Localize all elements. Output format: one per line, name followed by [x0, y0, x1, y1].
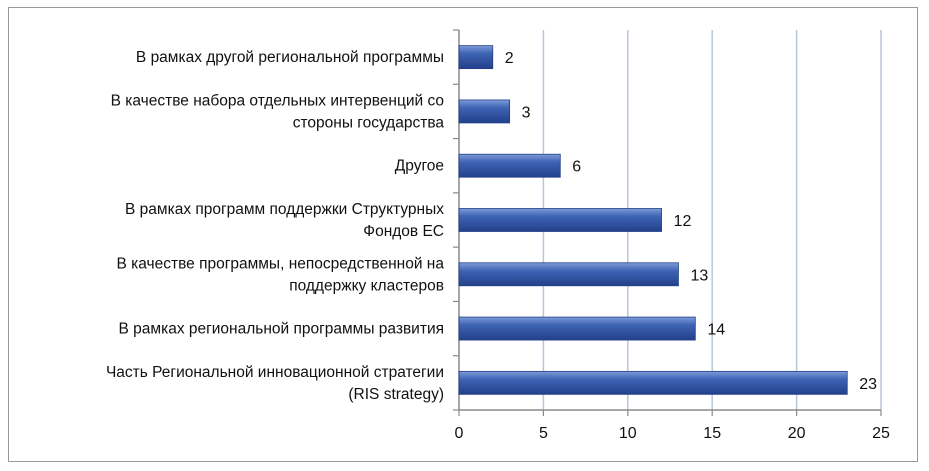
x-tick-label: 0 [455, 425, 464, 442]
data-label: 12 [674, 213, 692, 230]
category-label: В рамках региональной программы развития [119, 321, 444, 338]
category-label: В рамках другой региональной программы [136, 49, 444, 66]
category-label: Другое [395, 158, 444, 175]
x-tick-labels: 0 5 10 15 20 25 [455, 425, 890, 442]
x-tick-label: 5 [539, 425, 548, 442]
category-label: поддержку кластеров [289, 277, 444, 294]
data-label: 23 [859, 376, 877, 393]
category-label: В рамках программ поддержки Структурных [125, 201, 444, 218]
data-label: 6 [572, 159, 581, 176]
bars [458, 45, 848, 395]
x-tick-label: 10 [619, 425, 637, 442]
category-label: Часть Региональной инновационной стратег… [106, 364, 444, 381]
bar [458, 262, 679, 287]
category-label: В качестве набора отдельных интервенций … [111, 92, 444, 109]
data-label: 2 [505, 50, 514, 67]
category-label: стороны государства [293, 114, 445, 131]
x-tick-label: 25 [872, 425, 890, 442]
category-label: Фондов ЕС [363, 223, 444, 240]
x-tick-label: 15 [703, 425, 721, 442]
x-tick-label: 20 [788, 425, 806, 442]
bar [458, 316, 696, 341]
bar [458, 208, 662, 232]
bar [458, 370, 848, 395]
bar [458, 99, 511, 124]
category-label: (RIS strategy) [348, 386, 444, 403]
data-label: 13 [690, 267, 708, 284]
category-label: В качестве программы, непосредственной н… [117, 255, 445, 272]
data-label: 14 [707, 322, 725, 339]
bar [458, 153, 561, 178]
category-labels: В рамках другой региональной программы В … [106, 49, 444, 403]
bar [458, 45, 494, 70]
data-label: 3 [522, 104, 531, 121]
